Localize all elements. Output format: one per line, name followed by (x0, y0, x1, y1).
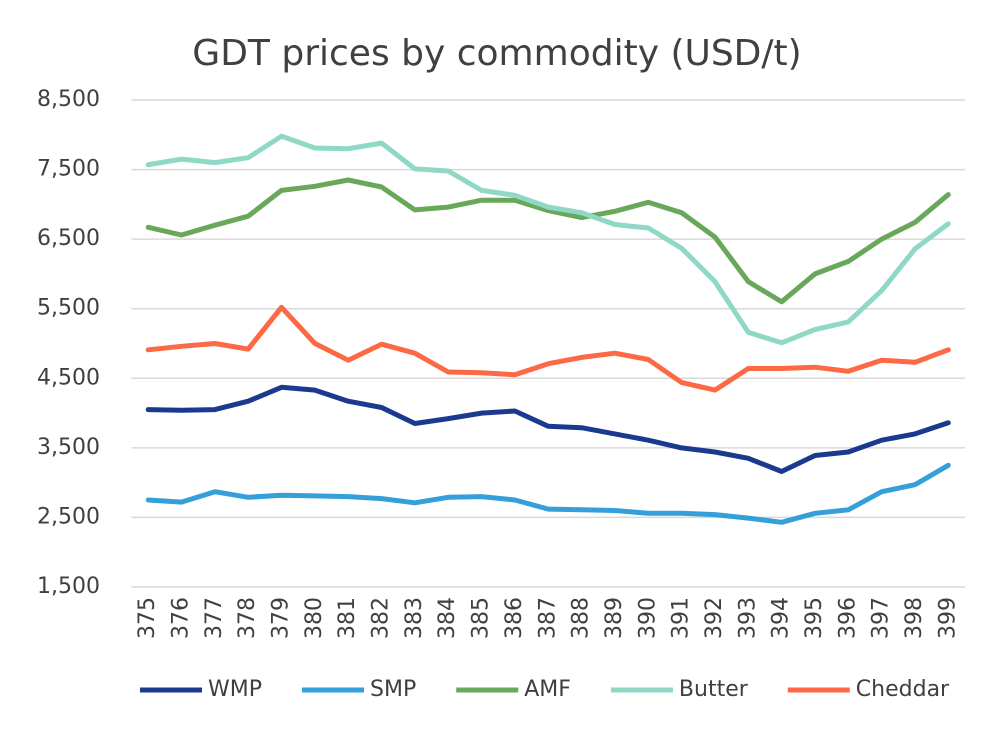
x-tick-label: 391 (669, 597, 694, 639)
x-tick-label: 394 (769, 597, 794, 639)
chart-title: GDT prices by commodity (USD/t) (192, 33, 801, 74)
x-tick-label: 385 (469, 597, 494, 639)
y-tick-label: 7,500 (37, 157, 100, 182)
x-tick-label: 377 (202, 597, 227, 639)
y-tick-label: 4,500 (37, 365, 100, 390)
x-tick-label: 378 (235, 597, 260, 639)
series-line (145, 177, 951, 305)
x-tick-label: 395 (802, 597, 827, 639)
y-tick-label: 5,500 (37, 296, 100, 321)
x-tick-label: 392 (702, 597, 727, 639)
legend-label: WMP (208, 677, 262, 702)
x-tick-label: 396 (835, 597, 860, 639)
x-tick-label: 380 (302, 597, 327, 639)
series-line (145, 384, 951, 474)
x-tick-label: 399 (935, 597, 960, 639)
legend-label: Cheddar (856, 677, 950, 702)
series-line (145, 462, 951, 525)
y-tick-label: 6,500 (37, 226, 100, 251)
x-tick-label: 375 (135, 597, 160, 639)
x-tick-label: 387 (535, 597, 560, 639)
series-line (145, 133, 951, 346)
x-tick-label: 398 (902, 597, 927, 639)
x-tick-label: 386 (502, 597, 527, 639)
y-tick-label: 3,500 (37, 435, 100, 460)
y-tick-label: 1,500 (37, 574, 100, 599)
x-tick-label: 381 (335, 597, 360, 639)
x-tick-label: 389 (602, 597, 627, 639)
legend-label: AMF (524, 677, 571, 702)
x-tick-label: 384 (435, 597, 460, 639)
x-tick-label: 379 (269, 597, 294, 639)
x-tick-label: 397 (869, 597, 894, 639)
y-tick-label: 8,500 (37, 87, 100, 112)
x-tick-label: 382 (369, 597, 394, 639)
x-tick-label: 388 (569, 597, 594, 639)
x-tick-label: 383 (402, 597, 427, 639)
x-tick-label: 390 (635, 597, 660, 639)
x-tick-label: 376 (169, 597, 194, 639)
y-tick-label: 2,500 (37, 504, 100, 529)
series-line (145, 304, 951, 393)
legend-label: Butter (679, 677, 749, 702)
legend-label: SMP (370, 677, 416, 702)
x-tick-label: 393 (735, 597, 760, 639)
